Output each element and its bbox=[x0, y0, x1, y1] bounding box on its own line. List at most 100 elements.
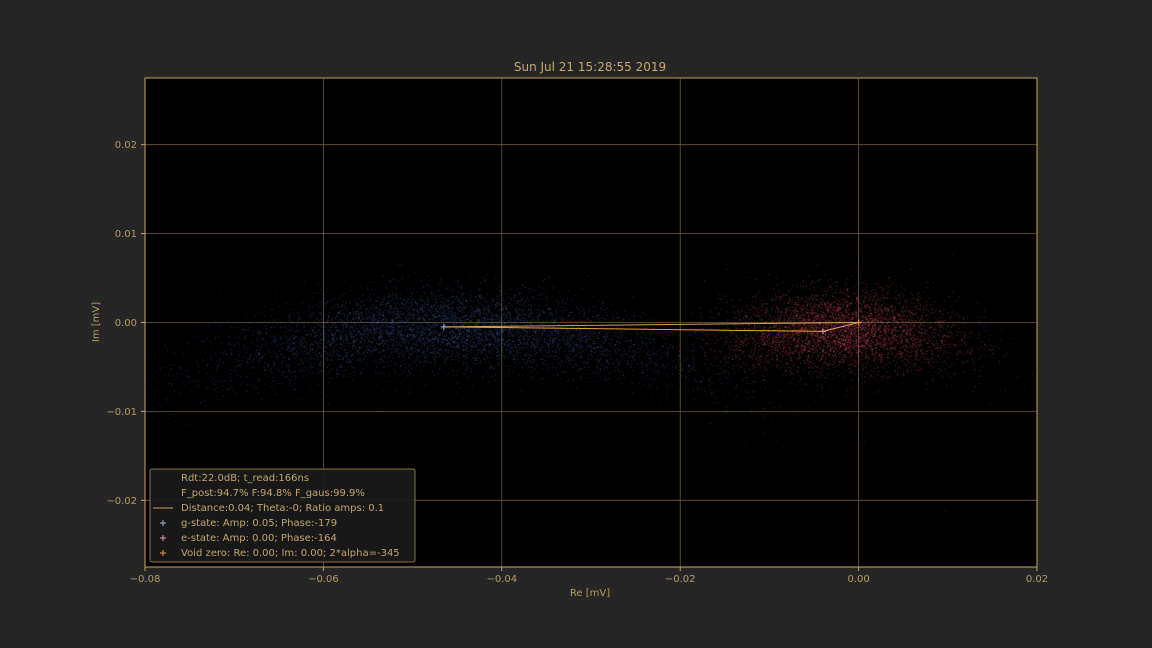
scatter-point bbox=[345, 318, 347, 320]
scatter-point bbox=[314, 358, 317, 360]
scatter-point bbox=[413, 322, 415, 324]
scatter-point bbox=[581, 334, 583, 337]
scatter-point bbox=[633, 344, 635, 346]
scatter-point bbox=[272, 326, 274, 328]
scatter-point bbox=[440, 305, 442, 307]
scatter-point bbox=[578, 337, 580, 340]
scatter-point bbox=[604, 380, 607, 382]
scatter-point bbox=[417, 356, 420, 358]
scatter-point bbox=[527, 366, 530, 368]
scatter-point bbox=[525, 342, 528, 344]
scatter-point bbox=[350, 287, 353, 289]
scatter-point bbox=[293, 348, 295, 350]
scatter-point bbox=[601, 353, 604, 355]
scatter-point bbox=[531, 342, 533, 344]
scatter-point bbox=[598, 332, 600, 335]
scatter-point bbox=[478, 339, 481, 341]
scatter-point bbox=[553, 319, 555, 322]
scatter-point bbox=[303, 341, 305, 343]
scatter-point bbox=[540, 309, 542, 311]
scatter-point bbox=[425, 327, 427, 329]
scatter-point bbox=[443, 297, 445, 299]
scatter-point bbox=[542, 326, 544, 328]
scatter-point bbox=[391, 294, 394, 296]
scatter-point bbox=[546, 309, 549, 311]
scatter-point bbox=[601, 351, 604, 353]
scatter-point bbox=[252, 385, 254, 387]
scatter-point bbox=[464, 322, 467, 324]
scatter-point bbox=[419, 299, 421, 301]
scatter-point bbox=[381, 349, 384, 351]
scatter-point bbox=[675, 396, 677, 398]
scatter-point bbox=[392, 326, 394, 328]
scatter-point bbox=[479, 320, 481, 322]
scatter-point bbox=[334, 332, 336, 334]
scatter-point bbox=[479, 338, 481, 340]
scatter-point bbox=[406, 319, 408, 321]
scatter-point bbox=[593, 341, 595, 343]
scatter-point bbox=[278, 350, 280, 352]
scatter-point bbox=[494, 347, 496, 349]
scatter-point bbox=[576, 354, 578, 356]
scatter-point bbox=[425, 312, 428, 314]
scatter-point bbox=[412, 348, 414, 351]
scatter-point bbox=[375, 300, 377, 303]
scatter-point bbox=[302, 362, 304, 364]
scatter-point bbox=[468, 328, 470, 330]
scatter-point bbox=[497, 302, 499, 304]
scatter-point bbox=[348, 333, 350, 335]
scatter-point bbox=[371, 342, 373, 344]
scatter-point bbox=[580, 361, 582, 363]
scatter-point bbox=[444, 361, 446, 364]
scatter-point bbox=[270, 327, 272, 329]
scatter-point bbox=[617, 321, 620, 323]
scatter-point bbox=[349, 329, 351, 332]
scatter-point bbox=[551, 319, 553, 321]
scatter-point bbox=[506, 344, 509, 346]
scatter-point bbox=[611, 363, 614, 365]
scatter-point bbox=[575, 343, 577, 345]
scatter-point bbox=[443, 338, 445, 341]
scatter-point bbox=[273, 364, 275, 366]
scatter-point bbox=[245, 317, 247, 319]
scatter-point bbox=[474, 331, 477, 334]
scatter-point bbox=[573, 323, 575, 326]
scatter-point bbox=[593, 346, 595, 348]
scatter-point bbox=[500, 328, 502, 330]
scatter-point bbox=[461, 297, 463, 299]
scatter-point bbox=[331, 326, 333, 328]
scatter-point bbox=[633, 319, 635, 321]
scatter-point bbox=[438, 334, 441, 336]
scatter-point bbox=[418, 332, 421, 335]
scatter-point bbox=[313, 292, 315, 294]
scatter-point bbox=[477, 349, 479, 351]
scatter-point bbox=[235, 366, 237, 368]
scatter-point bbox=[358, 347, 360, 349]
scatter-point bbox=[404, 322, 406, 324]
scatter-point bbox=[345, 323, 347, 325]
scatter-point bbox=[390, 322, 392, 324]
scatter-point bbox=[303, 324, 305, 326]
scatter-point bbox=[393, 325, 395, 327]
scatter-point bbox=[353, 330, 355, 332]
scatter-point bbox=[371, 342, 373, 344]
scatter-point bbox=[310, 327, 312, 329]
scatter-point bbox=[518, 341, 521, 343]
scatter-point bbox=[592, 332, 594, 334]
scatter-point bbox=[524, 327, 526, 330]
scatter-point bbox=[643, 342, 645, 345]
scatter-point bbox=[554, 321, 556, 323]
scatter-point bbox=[519, 319, 521, 321]
scatter-point bbox=[377, 322, 379, 324]
scatter-point bbox=[296, 346, 299, 348]
scatter-point bbox=[649, 357, 651, 359]
scatter-point bbox=[475, 329, 477, 331]
scatter-point bbox=[471, 321, 473, 324]
scatter-point bbox=[538, 304, 540, 307]
scatter-point bbox=[405, 321, 407, 323]
scatter-point bbox=[279, 326, 281, 328]
g-state-cloud bbox=[145, 258, 947, 512]
scatter-point bbox=[366, 329, 368, 331]
scatter-point bbox=[399, 330, 401, 333]
scatter-point bbox=[722, 382, 724, 385]
